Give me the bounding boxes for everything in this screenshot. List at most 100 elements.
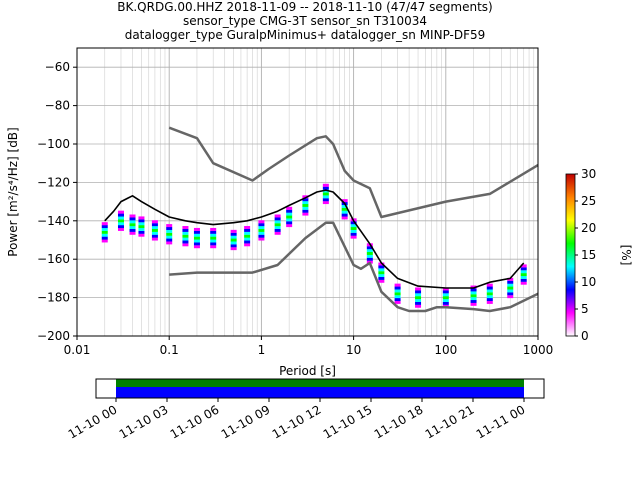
ppsd-cell	[244, 237, 251, 241]
coverage-tick-label: 11-10 09	[219, 402, 273, 441]
ppsd-cell	[507, 286, 514, 290]
ppsd-cell	[350, 226, 357, 230]
ppsd-cell	[520, 281, 527, 285]
ppsd-cell	[258, 228, 265, 232]
ppsd-cell	[274, 223, 281, 227]
coverage-tick-label: 11-10 21	[423, 402, 477, 441]
ppsd-cell	[193, 233, 200, 237]
ppsd-cell	[507, 292, 514, 296]
ppsd-cell	[322, 195, 329, 199]
ppsd-cell	[286, 224, 293, 228]
colorbar-tick-label: 25	[581, 194, 596, 208]
ppsd-cell	[286, 215, 293, 219]
ppsd-cell	[274, 214, 281, 218]
ppsd-cell	[138, 216, 145, 220]
ppsd-cell	[350, 229, 357, 233]
ppsd-cell	[244, 243, 251, 247]
ppsd-cell	[366, 246, 373, 250]
ppsd-cell	[322, 186, 329, 190]
ppsd-cell	[302, 209, 309, 213]
ppsd-cell	[210, 233, 217, 237]
ppsd-cell	[258, 231, 265, 235]
ppsd-cell	[415, 304, 422, 308]
colorbar-tick-label: 15	[581, 248, 596, 262]
x-tick-label: 1000	[523, 343, 554, 357]
ppsd-cell	[341, 207, 348, 211]
ppsd-cell	[129, 231, 136, 235]
ppsd-cell	[470, 302, 477, 306]
ppsd-cell	[182, 240, 189, 244]
ppsd-cell	[442, 298, 449, 302]
ppsd-cell	[230, 232, 237, 236]
ppsd-cell	[520, 267, 527, 271]
ppsd-cell	[182, 243, 189, 247]
ppsd-cell	[415, 296, 422, 300]
colorbar-tick-label: 10	[581, 275, 596, 289]
ppsd-cell	[244, 228, 251, 232]
colorbar-label: [%]	[619, 245, 633, 266]
ppsd-cell	[166, 224, 173, 228]
ppsd-cell	[507, 277, 514, 281]
ppsd-cell	[470, 297, 477, 301]
ppsd-cell	[166, 229, 173, 233]
ppsd-cell	[286, 212, 293, 216]
ppsd-cells	[101, 183, 527, 308]
ppsd-cell	[274, 226, 281, 230]
ppsd-cell	[151, 228, 158, 232]
ppsd-cell	[442, 293, 449, 297]
ppsd-cell	[193, 230, 200, 234]
ppsd-cell	[151, 223, 158, 227]
colorbar-tick-label: 0	[581, 329, 589, 343]
chart-title-line-1: BK.QRDG.00.HHZ 2018-11-09 -- 2018-11-10 …	[117, 0, 493, 14]
ppsd-cell	[258, 220, 265, 224]
ppsd-cell	[470, 291, 477, 295]
x-axis-label: Period [s]	[279, 364, 336, 378]
ppsd-cell	[442, 287, 449, 291]
plot-frame	[76, 47, 539, 337]
y-tick-label: −60	[45, 60, 70, 74]
ppsd-cell	[378, 268, 385, 272]
ppsd-cell	[138, 225, 145, 229]
y-tick-label: −120	[37, 175, 70, 189]
ppsd-cell	[366, 254, 373, 258]
x-tick-label: 0.01	[64, 343, 91, 357]
ppsd-cell	[470, 288, 477, 292]
ppsd-cell	[394, 286, 401, 290]
ppsd-cell	[166, 226, 173, 230]
ppsd-cell	[350, 221, 357, 225]
ppsd-cell	[210, 242, 217, 246]
ppsd-cell	[378, 265, 385, 269]
ppsd-cell	[258, 237, 265, 241]
ppsd-cell	[350, 224, 357, 228]
ppsd-cell	[350, 232, 357, 236]
ppsd-cell	[258, 226, 265, 230]
ppsd-cell	[101, 225, 108, 229]
ppsd-cell	[415, 293, 422, 297]
y-tick-label: −80	[45, 99, 70, 113]
ppsd-cell	[378, 271, 385, 275]
ppsd-cell	[151, 226, 158, 230]
ppsd-cell	[138, 230, 145, 234]
ppsd-cell	[101, 222, 108, 226]
ppsd-cell	[341, 216, 348, 220]
ppsd-cell	[302, 203, 309, 207]
ppsd-cell	[151, 234, 158, 238]
ppsd-cell	[341, 210, 348, 214]
ppsd-cell	[507, 283, 514, 287]
ppsd-cell	[244, 231, 251, 235]
ppsd-cell	[182, 226, 189, 230]
ppsd-cell	[210, 239, 217, 243]
ppsd-cell	[302, 212, 309, 216]
ppsd-cell	[193, 242, 200, 246]
ppsd-cell	[486, 300, 493, 304]
ppsd-cell	[117, 216, 124, 220]
coverage-tick-label: 11-11 00	[474, 402, 528, 441]
ppsd-cell	[394, 292, 401, 296]
x-tick-label: 10	[346, 343, 361, 357]
ppsd-cell	[193, 236, 200, 240]
ppsd-cell	[486, 289, 493, 293]
ppsd-cell	[244, 240, 251, 244]
mean-curve	[104, 189, 525, 289]
ppsd-cell	[322, 198, 329, 202]
ppsd-cell	[415, 301, 422, 305]
